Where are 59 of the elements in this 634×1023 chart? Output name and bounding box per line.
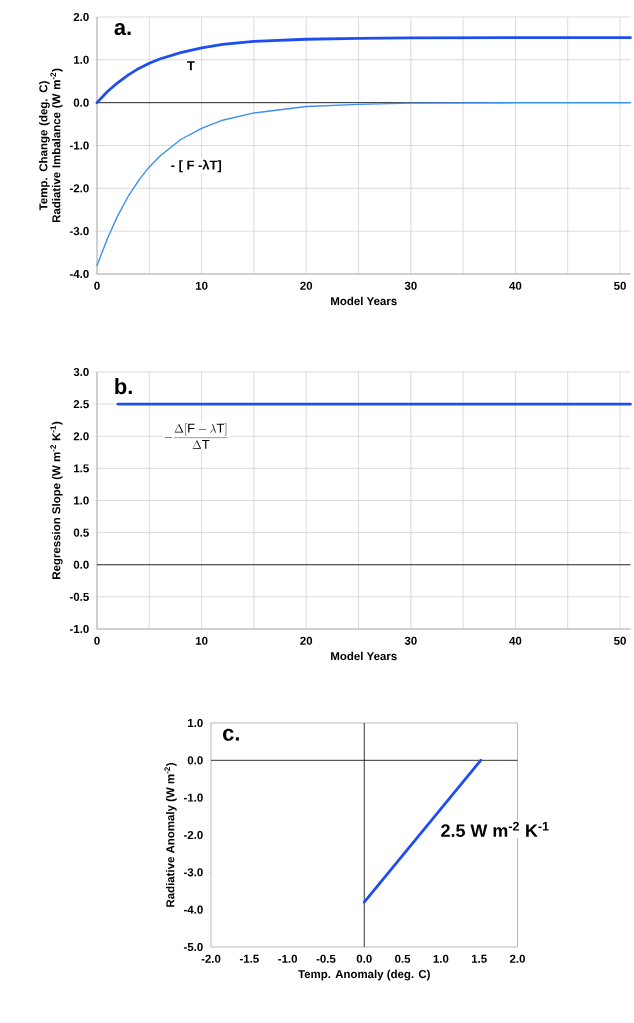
line-series	[96, 101, 632, 267]
y-tick-label: -2.0	[183, 830, 203, 840]
y-axis-title: Radiative Anomaly (W m$^{-2}$)	[164, 762, 177, 907]
y-tick-label: -5.0	[183, 942, 203, 952]
x-tick-label: 0	[94, 281, 100, 290]
y-tick-label: -3.0	[69, 227, 89, 236]
annotation: 2.5 W m$^{-2}$ K$^{-1}$	[441, 821, 549, 837]
y-tick-label: 0.0	[73, 98, 89, 107]
x-axis-title: Temp. Anomaly (deg. C)	[298, 969, 430, 981]
x-tick-label: 20	[300, 636, 313, 645]
annotation: $-\frac{\Delta[\mathrm{F}-\lambda\mathrm{T}]}{\Delta\mathrm{T}}$	[164, 423, 228, 449]
x-tick-label: -2.0	[201, 954, 221, 963]
x-tick-label: 0	[94, 636, 100, 645]
chart-title: a.	[114, 23, 131, 36]
y-tick-label: 0.0	[73, 560, 89, 569]
y-tick-label: -3.0	[183, 868, 203, 877]
y-axis-title: Regression Slope (W m$^{-2}$ K$^{-1}$)	[50, 421, 63, 579]
x-tick-label: 30	[404, 636, 417, 645]
y-tick-label: 1.0	[188, 718, 203, 728]
x-axis-title: Model Years	[331, 651, 397, 661]
y-tick-label: 1.0	[74, 55, 89, 64]
chart-title: b.	[115, 378, 132, 395]
y-tick-label: -1.0	[183, 793, 203, 802]
x-tick-label: 30	[404, 281, 417, 290]
y-tick-label: -1.0	[69, 141, 89, 150]
y-axis-title: Temp. Change (deg. C) Radiative Imbalance (W m$^{-2}$)	[39, 68, 63, 223]
y-tick-label: -4.0	[69, 269, 89, 279]
x-tick-label: 50	[614, 281, 626, 290]
x-tick-label: 0.0	[356, 954, 372, 963]
x-tick-label: -0.5	[316, 954, 336, 963]
x-tick-label: 10	[195, 636, 208, 645]
y-tick-label: 1.5	[74, 464, 89, 473]
x-tick-label: 0.5	[395, 954, 411, 963]
y-tick-label: 2.0	[73, 432, 89, 441]
y-tick-label: -2.0	[69, 184, 89, 193]
annotation: - [ F -λT]	[171, 159, 222, 173]
y-tick-label: -4.0	[183, 905, 203, 914]
x-tick-label: -1.0	[278, 954, 298, 963]
chart-title: c.	[223, 728, 239, 741]
x-tick-label: 1.5	[471, 954, 487, 963]
x-tick-label: 20	[300, 281, 313, 290]
y-tick-label: 0.5	[73, 528, 89, 537]
y-tick-label: 2.5	[73, 400, 89, 409]
x-tick-label: 10	[195, 281, 208, 290]
y-tick-label: -1.0	[69, 624, 89, 634]
y-tick-label: -0.5	[69, 592, 89, 601]
annotation: T	[187, 61, 195, 71]
x-tick-label: 40	[509, 636, 522, 645]
x-tick-label: -1.5	[239, 954, 259, 963]
line-series	[95, 36, 632, 105]
x-tick-label: 1.0	[433, 954, 449, 963]
y-tick-label: 1.0	[74, 496, 89, 505]
x-tick-label: 40	[509, 281, 522, 290]
y-tick-label: 3.0	[73, 367, 89, 377]
x-axis-title: Model Years	[331, 296, 397, 306]
y-tick-label: 0.0	[187, 756, 203, 765]
x-tick-label: 2.0	[509, 954, 525, 963]
x-tick-label: 50	[614, 636, 626, 645]
y-tick-label: 2.0	[73, 12, 89, 22]
